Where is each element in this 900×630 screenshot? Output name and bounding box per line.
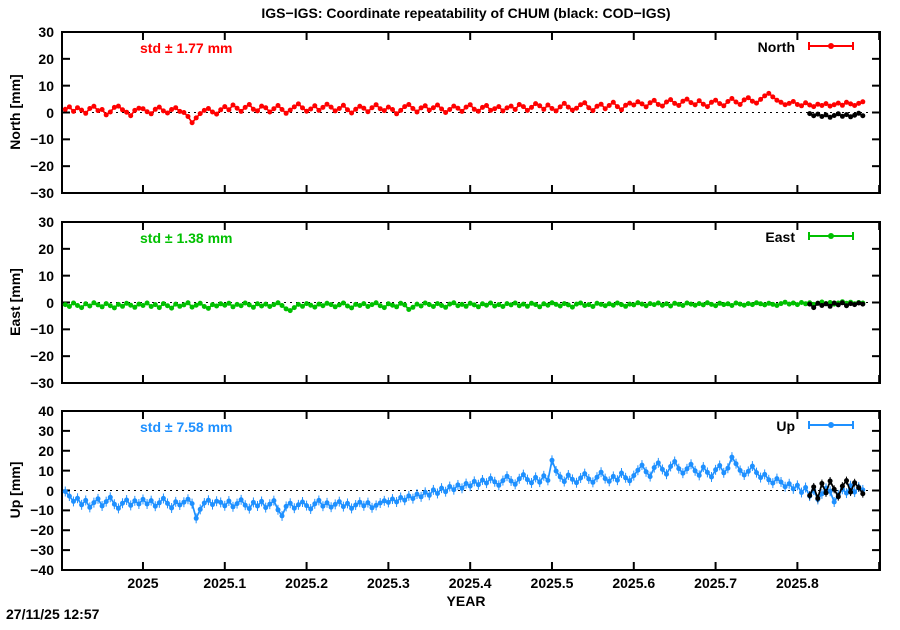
y-tick-label: −20: [30, 348, 54, 365]
y-tick-label: 40: [38, 403, 54, 419]
x-tick-label: 2025.1: [203, 575, 247, 591]
y-tick-label: −30: [30, 185, 54, 201]
x-axis-title: YEAR: [446, 593, 486, 609]
north-legend-label: North: [757, 39, 795, 55]
x-tick-label: 2025.2: [285, 575, 328, 591]
y-tick-label: −20: [30, 158, 54, 175]
y-tick-label: −10: [30, 502, 54, 519]
x-tick-label: 2025.3: [366, 575, 410, 591]
y-tick-label: −30: [30, 542, 54, 559]
north-std-annotation: std ± 1.77 mm: [140, 40, 233, 56]
y-tick-label: 30: [38, 24, 54, 40]
east-axis-title: East [mm]: [7, 268, 23, 336]
y-tick-label: 0: [46, 482, 54, 499]
y-tick-label: 10: [38, 267, 54, 284]
x-tick-label: 2025.4: [448, 575, 492, 591]
y-tick-label: 20: [38, 50, 54, 67]
y-tick-label: −10: [30, 321, 54, 338]
y-tick-label: −30: [30, 375, 54, 391]
y-tick-label: −10: [30, 131, 54, 148]
x-tick-label: 2025.6: [612, 575, 656, 591]
north-axis-title: North [mm]: [7, 74, 23, 150]
y-tick-label: 20: [38, 240, 54, 257]
chart-title: IGS−IGS: Coordinate repeatability of CHU…: [261, 5, 671, 21]
y-tick-label: −40: [30, 562, 54, 578]
up-legend-label: Up: [776, 418, 795, 434]
up-std-annotation: std ± 7.58 mm: [140, 419, 233, 435]
y-tick-label: 10: [38, 462, 54, 479]
y-tick-label: 0: [46, 104, 54, 121]
east-std-annotation: std ± 1.38 mm: [140, 230, 233, 246]
x-tick-label: 2025.5: [530, 575, 574, 591]
x-tick-label: 2025.8: [775, 575, 819, 591]
y-tick-label: 10: [38, 77, 54, 94]
y-tick-label: 30: [38, 422, 54, 439]
up-axis-title: Up [mm]: [7, 461, 23, 519]
y-tick-label: 30: [38, 214, 54, 230]
east-legend-label: East: [765, 229, 795, 245]
y-tick-label: 20: [38, 442, 54, 459]
plot-timestamp: 27/11/25 12:57: [6, 606, 100, 622]
x-tick-label: 2025.7: [694, 575, 737, 591]
x-tick-label: 2025: [127, 575, 159, 591]
y-tick-label: −20: [30, 522, 54, 539]
y-tick-label: 0: [46, 294, 54, 311]
